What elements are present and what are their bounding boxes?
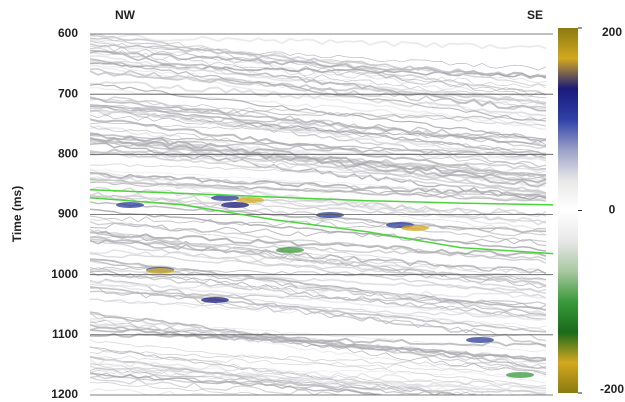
colorbar-tick-label: 200 — [602, 25, 622, 39]
colorbar-tick-label: 0 — [609, 203, 616, 217]
y-tick-label: 1200 — [51, 387, 78, 401]
y-tick-label: 600 — [58, 26, 78, 40]
amplitude-blob — [146, 268, 174, 274]
colorbar — [558, 28, 578, 393]
y-tick-label: 800 — [58, 147, 78, 161]
amplitude-blob — [316, 212, 344, 218]
y-axis-label: Time (ms) — [10, 186, 24, 242]
y-tick-label: 1100 — [52, 327, 78, 341]
y-tick-label: 900 — [58, 207, 78, 221]
amplitude-blob — [116, 202, 144, 208]
amplitude-blob — [401, 225, 429, 231]
colorbar-tick-label: -200 — [600, 382, 624, 396]
amplitude-blob — [236, 197, 264, 203]
amplitude-blob — [276, 247, 304, 253]
amplitude-blob — [506, 372, 534, 378]
y-tick-label: 1000 — [51, 267, 78, 281]
left-label: NW — [115, 8, 136, 22]
right-label: SE — [527, 8, 543, 22]
seismic-texture — [90, 34, 546, 402]
amplitude-blob — [221, 202, 249, 208]
amplitude-blob — [201, 297, 229, 303]
chart: NW SE Time (ms) 600 700 800 900 1000 1100 1200… — [0, 0, 625, 402]
amplitude-blob — [466, 337, 494, 343]
y-tick-label: 700 — [58, 86, 78, 100]
reflector — [90, 107, 546, 120]
